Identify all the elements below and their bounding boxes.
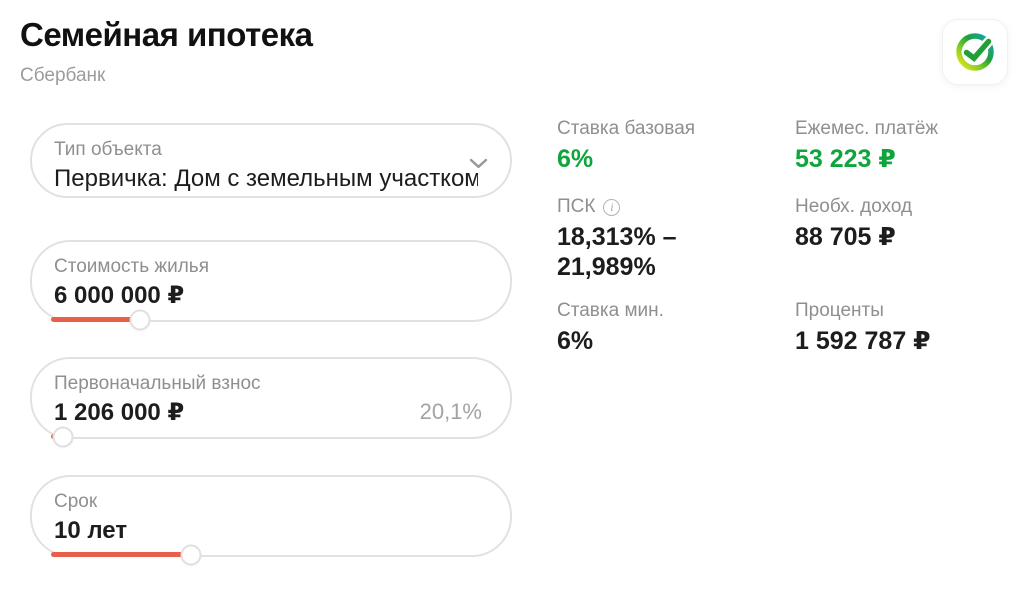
down-payment-value[interactable]: 1 206 000 ₽ xyxy=(54,399,185,426)
stat-interest-total: Проценты 1 592 787 ₽ xyxy=(795,298,1005,356)
info-icon[interactable]: i xyxy=(603,198,621,216)
object-type-value[interactable]: Первичка: Дом с земельным участком xyxy=(54,165,478,192)
stat-label: ПСК i xyxy=(557,194,752,220)
field-label: Срок xyxy=(54,491,98,512)
stat-value: 88 705 ₽ xyxy=(795,223,896,251)
property-price-value[interactable]: 6 000 000 ₽ xyxy=(54,282,185,309)
page-title: Семейная ипотека xyxy=(20,16,313,53)
property-price-field[interactable]: Стоимость жилья 6 000 000 ₽ xyxy=(30,240,512,330)
field-label: Тип объекта xyxy=(54,139,162,160)
stat-value: 18,313% – 21,989% xyxy=(557,223,677,281)
field-label: Первоначальный взнос xyxy=(54,373,261,394)
stat-monthly-payment: Ежемес. платёж 53 223 ₽ xyxy=(795,116,1005,174)
down-payment-slider[interactable] xyxy=(51,426,491,447)
bank-logo xyxy=(942,19,1008,85)
stat-value: 6% xyxy=(557,145,594,173)
down-payment-percent: 20,1% xyxy=(419,399,482,424)
down-payment-field[interactable]: Первоначальный взнос 1 206 000 ₽ 20,1% xyxy=(30,357,512,447)
slider-fill xyxy=(51,317,141,322)
stat-base-rate: Ставка базовая 6% xyxy=(557,116,767,174)
slider-thumb[interactable] xyxy=(129,309,151,330)
stat-min-rate: Ставка мин. 6% xyxy=(557,298,767,356)
stat-required-income: Необх. доход 88 705 ₽ xyxy=(795,194,1005,252)
slider-thumb[interactable] xyxy=(52,426,74,447)
property-price-slider[interactable] xyxy=(51,309,491,330)
bank-name: Сбербанк xyxy=(20,65,106,86)
term-field[interactable]: Срок 10 лет xyxy=(30,475,512,565)
slider-fill xyxy=(51,552,191,557)
field-label: Стоимость жилья xyxy=(54,256,209,277)
term-slider[interactable] xyxy=(51,544,491,565)
stat-label: Проценты xyxy=(795,300,884,321)
stat-psk: ПСК i 18,313% – 21,989% xyxy=(557,194,752,282)
object-type-select[interactable]: Тип объекта Первичка: Дом с земельным уч… xyxy=(30,123,512,198)
stat-label: Ставка базовая xyxy=(557,118,696,139)
stat-label: Необх. доход xyxy=(795,196,913,217)
stat-value: 6% xyxy=(557,327,594,355)
slider-thumb[interactable] xyxy=(180,544,202,565)
stat-value: 1 592 787 ₽ xyxy=(795,327,931,355)
stat-label: Ставка мин. xyxy=(557,300,664,321)
chevron-down-icon[interactable] xyxy=(469,158,488,169)
stat-value: 53 223 ₽ xyxy=(795,145,896,173)
stat-label: Ежемес. платёж xyxy=(795,118,939,139)
sberbank-logo-icon xyxy=(956,33,994,71)
stat-label-text: ПСК xyxy=(557,196,596,217)
term-value[interactable]: 10 лет xyxy=(54,517,128,544)
